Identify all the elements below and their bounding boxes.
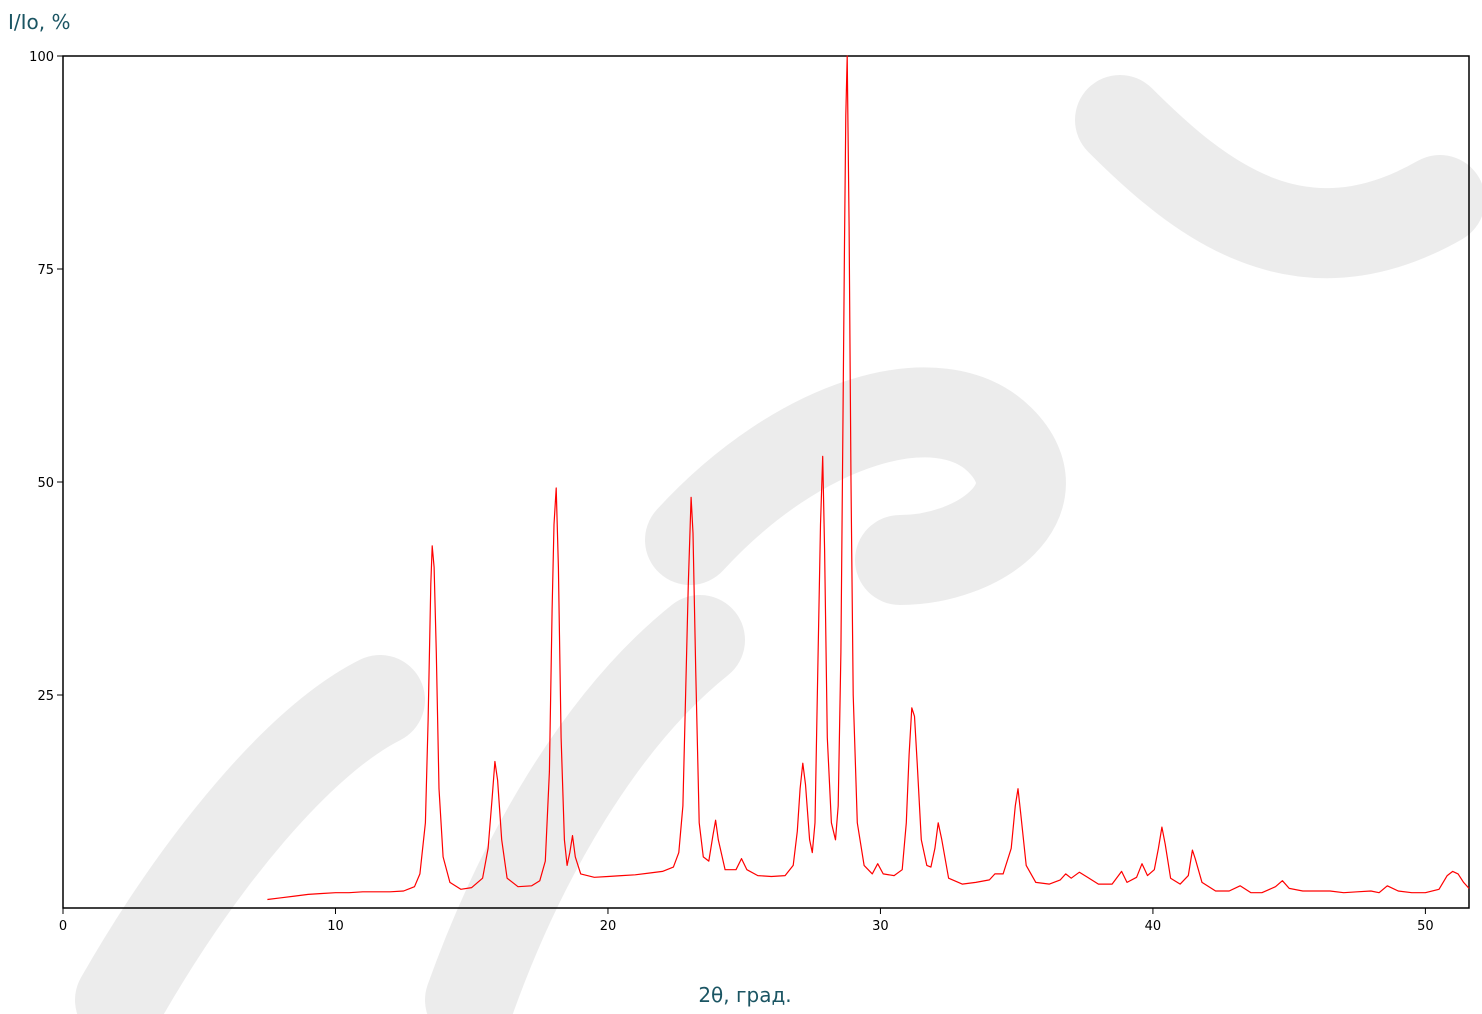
watermark (75, 75, 1482, 1014)
x-axis-title: 2θ, град. (698, 983, 791, 1007)
watermark-shape (75, 75, 1482, 1014)
x-tick-label: 50 (1417, 919, 1434, 934)
x-tick-label: 0 (59, 919, 67, 934)
x-tick-label: 10 (327, 919, 344, 934)
y-tick-label: 25 (37, 689, 54, 704)
diffraction-curve (267, 55, 1470, 901)
y-tick-label: 100 (29, 50, 54, 65)
x-axis-ticks: 0 10 20 30 40 50 (59, 908, 1434, 934)
y-tick-label: 50 (37, 476, 54, 491)
y-tick-label: 75 (37, 263, 54, 278)
y-axis-title: I/Io, % (8, 10, 71, 34)
x-tick-label: 20 (600, 919, 617, 934)
y-axis-ticks: 25 50 75 100 (29, 50, 63, 704)
x-tick-label: 30 (872, 919, 889, 934)
x-tick-label: 40 (1145, 919, 1162, 934)
